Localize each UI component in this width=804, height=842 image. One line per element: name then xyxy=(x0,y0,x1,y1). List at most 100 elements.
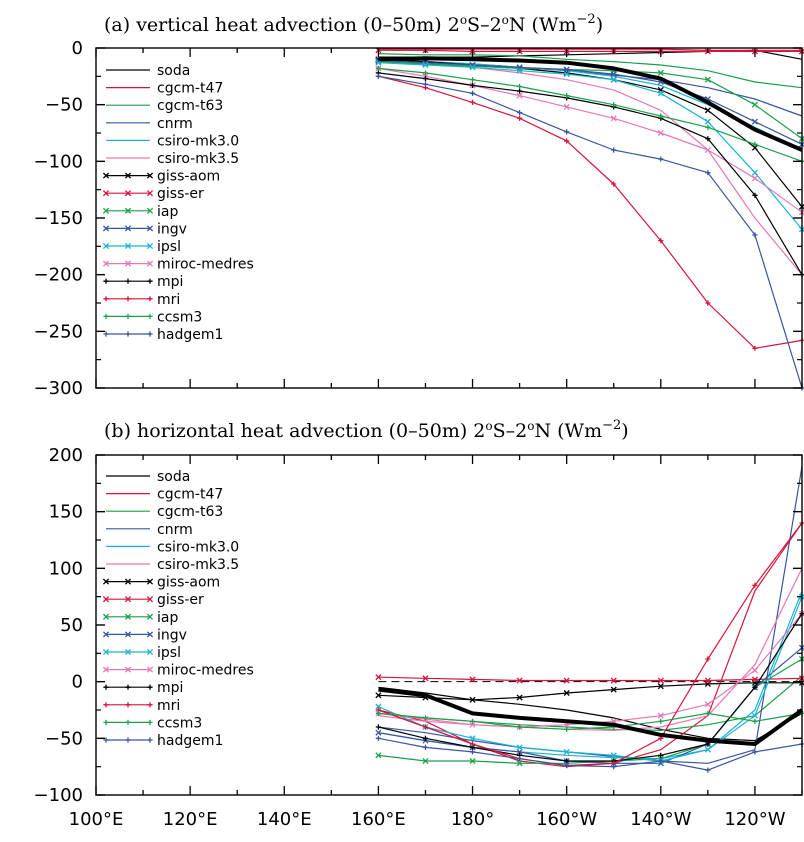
panel-b-ticks: 200 150 100 50 0 −50 −100 100°E 120°E 140°E 160°E 1… xyxy=(34,445,803,830)
legend-marker xyxy=(124,648,132,656)
data-point-marker xyxy=(375,724,381,730)
legend-entry: mpi xyxy=(103,680,183,696)
legend-label: iap xyxy=(157,610,178,626)
legend-entry: cgcm-t63 xyxy=(106,98,223,114)
legend-marker xyxy=(102,207,110,214)
legend-entry: cnrm xyxy=(106,522,193,538)
legend-marker xyxy=(124,172,132,179)
data-point-marker xyxy=(563,103,570,110)
legend-marker xyxy=(103,737,109,743)
legend-marker xyxy=(102,613,110,620)
data-point-marker xyxy=(422,744,429,750)
data-point-marker xyxy=(469,82,476,88)
legend-marker xyxy=(124,242,132,250)
legend-entry: giss-er xyxy=(102,592,204,608)
data-point-marker xyxy=(610,115,617,122)
legend-entry: ingv xyxy=(102,627,187,643)
legend-marker xyxy=(147,313,153,319)
data-point-marker xyxy=(517,115,523,121)
legend-label: cgcm-t47 xyxy=(157,81,223,97)
legend-marker xyxy=(146,225,154,232)
legend-marker xyxy=(146,260,154,267)
y-tick-label: 0 xyxy=(72,672,83,693)
legend-marker xyxy=(125,719,131,725)
legend-entry: csiro-mk3.5 xyxy=(106,151,239,167)
legend-marker xyxy=(147,702,153,708)
data-point-marker xyxy=(610,686,617,693)
legend-marker xyxy=(125,296,131,302)
data-point-marker xyxy=(422,724,429,730)
data-point-marker xyxy=(610,677,617,684)
panel-a-ticks: 0 −50 −100 −150 −200 −250 −300 xyxy=(34,38,803,399)
x-tick-label: 140°E xyxy=(257,809,312,830)
legend-label: cnrm xyxy=(157,522,193,538)
data-point-marker xyxy=(611,147,617,153)
x-tick-label: 100°E xyxy=(69,809,124,830)
series-ipsl xyxy=(375,59,804,233)
x-tick-label: 180° xyxy=(451,809,494,830)
y-tick-label: 150 xyxy=(49,502,83,523)
data-point-marker xyxy=(704,677,711,684)
legend-label: ccsm3 xyxy=(157,309,202,325)
panel-b-title-degree-1: o xyxy=(485,419,492,433)
data-point-marker xyxy=(422,70,429,76)
legend-label: cnrm xyxy=(157,116,193,132)
legend-marker xyxy=(146,666,154,673)
panel-b-title: (b) horizontal heat advection (0–50m) 2o… xyxy=(104,418,629,442)
data-point-marker xyxy=(563,689,570,697)
series-line xyxy=(378,58,803,151)
legend-label: csiro-mk3.0 xyxy=(157,133,239,149)
series-ccsm3 xyxy=(375,65,804,164)
series-mpi xyxy=(375,611,804,764)
data-point-marker xyxy=(657,683,664,690)
data-point-marker xyxy=(375,735,381,741)
y-tick-label: 0 xyxy=(72,38,83,59)
data-point-marker xyxy=(517,756,523,762)
x-tick-label: 140°W xyxy=(630,809,691,830)
legend-entry: mri xyxy=(103,292,180,308)
data-point-marker xyxy=(610,752,617,759)
series-mri xyxy=(375,73,804,351)
data-point-marker xyxy=(657,712,664,719)
data-point-marker xyxy=(516,760,523,767)
legend-entry: iap xyxy=(102,204,178,220)
legend-label: soda xyxy=(157,469,190,485)
legend-label: hadgem1 xyxy=(157,733,223,749)
y-tick-label: −200 xyxy=(34,265,83,286)
legend-marker xyxy=(103,719,109,725)
y-tick-label: −250 xyxy=(34,321,83,342)
data-point-marker xyxy=(751,712,758,719)
data-point-marker xyxy=(422,735,429,741)
legend-marker xyxy=(124,578,132,585)
data-point-marker xyxy=(704,146,711,154)
panel-a-series-group xyxy=(375,47,804,391)
y-tick-label: −300 xyxy=(34,378,83,399)
series-soda xyxy=(378,686,803,742)
series-miroc-medres xyxy=(375,610,804,731)
series-mpi xyxy=(375,70,804,278)
series-line xyxy=(378,613,803,762)
data-point-marker xyxy=(658,718,664,724)
legend-label: csiro-mk3.5 xyxy=(157,151,239,167)
legend-marker xyxy=(102,666,110,673)
legend-entry: ccsm3 xyxy=(103,715,202,731)
legend-label: ingv xyxy=(157,627,187,643)
data-point-marker xyxy=(610,71,617,78)
data-point-marker xyxy=(752,232,758,238)
legend-marker xyxy=(125,331,131,337)
legend-marker xyxy=(124,666,132,673)
legend-entry: iap xyxy=(102,610,178,626)
data-point-marker xyxy=(563,71,570,78)
series-line xyxy=(378,49,802,53)
legend-marker xyxy=(102,578,110,585)
legend-label: ccsm3 xyxy=(157,715,202,731)
data-point-marker xyxy=(375,692,382,699)
data-point-marker xyxy=(469,757,476,765)
legend-entry: cgcm-t63 xyxy=(106,504,223,520)
series-line xyxy=(378,682,802,701)
legend-marker xyxy=(146,207,154,214)
data-point-marker xyxy=(516,67,523,74)
legend-marker xyxy=(146,596,154,603)
data-point-marker xyxy=(375,752,382,759)
data-point-marker xyxy=(375,73,381,79)
